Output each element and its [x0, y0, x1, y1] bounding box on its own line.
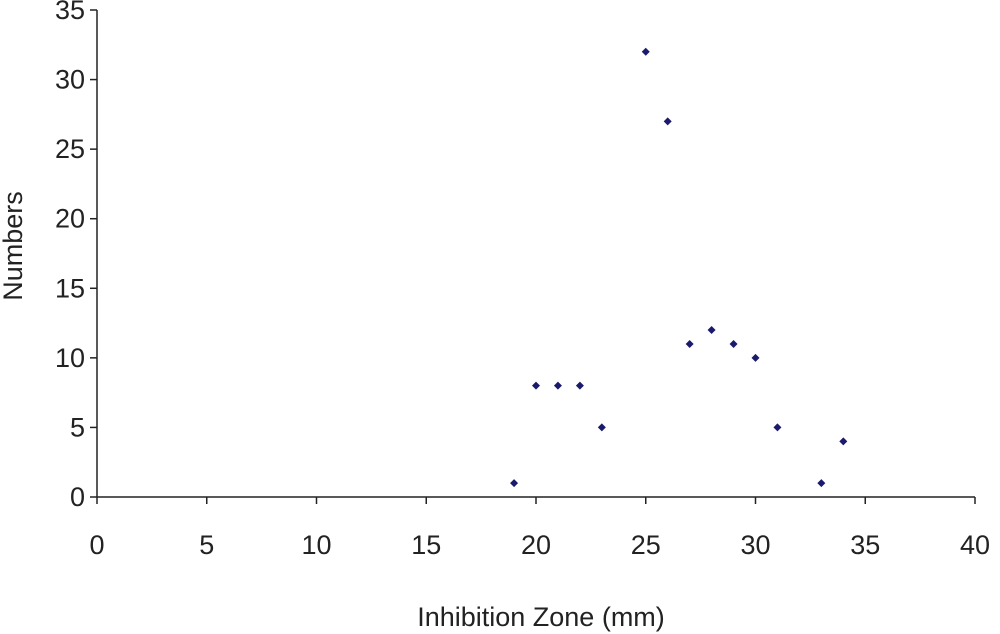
- x-tick-label: 35: [850, 530, 880, 560]
- x-tick-label: 10: [301, 530, 331, 560]
- x-axis-title: Inhibition Zone (mm): [417, 602, 665, 632]
- data-points: [510, 47, 848, 488]
- data-point: [510, 479, 519, 488]
- data-point: [532, 381, 540, 390]
- data-point: [663, 117, 672, 126]
- x-tick-label: 25: [631, 530, 661, 560]
- data-point: [553, 381, 562, 390]
- data-point: [729, 339, 738, 348]
- y-tick-label: 5: [70, 412, 85, 442]
- y-tick-label: 15: [55, 273, 85, 303]
- data-point: [575, 381, 584, 390]
- x-tick-label: 20: [521, 530, 551, 560]
- data-point: [685, 339, 694, 348]
- x-tick-label: 5: [199, 530, 214, 560]
- data-point: [707, 326, 716, 335]
- x-tick-label: 30: [740, 530, 770, 560]
- data-point: [597, 423, 606, 432]
- y-tick-label: 10: [55, 343, 85, 373]
- y-axis-title: Numbers: [0, 191, 28, 301]
- data-point: [641, 47, 650, 56]
- y-tick-label: 0: [70, 482, 85, 512]
- y-tick-label: 30: [55, 65, 85, 95]
- data-point: [751, 353, 760, 362]
- x-tick-label: 40: [960, 530, 990, 560]
- y-tick-label: 20: [55, 204, 85, 234]
- y-tick-label: 25: [55, 134, 85, 164]
- y-tick-label: 35: [55, 0, 85, 25]
- data-point: [817, 479, 826, 488]
- x-tick-label: 0: [89, 530, 104, 560]
- y-axis: 0 5 10 15 20 25 30 35: [55, 0, 98, 512]
- data-point: [839, 437, 848, 446]
- data-point: [773, 423, 782, 432]
- x-axis: 0 5 10 15 20 25 30 35 40: [89, 496, 990, 560]
- x-tick-label: 15: [411, 530, 441, 560]
